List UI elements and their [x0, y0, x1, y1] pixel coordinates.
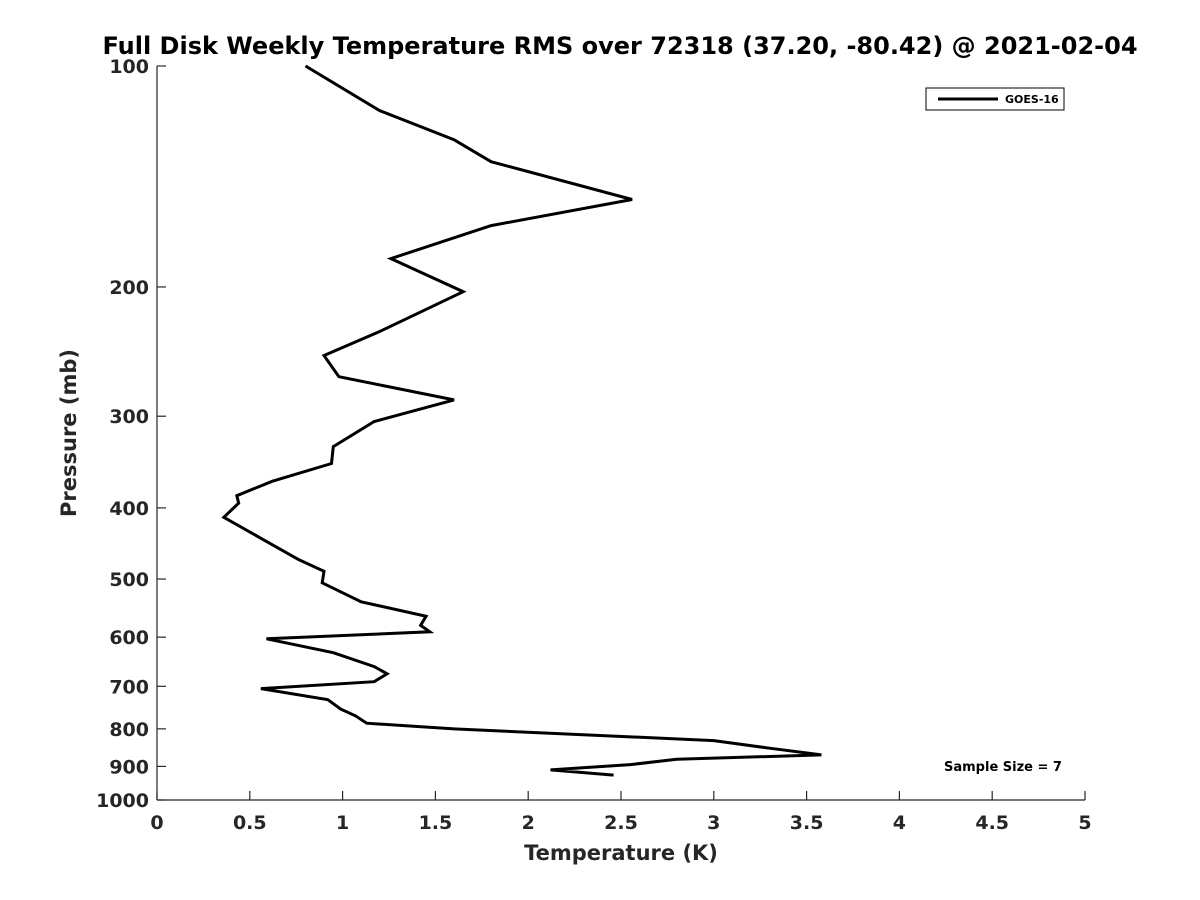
- y-tick-label: 200: [109, 277, 149, 299]
- x-tick-label: 3: [707, 812, 720, 834]
- y-tick-label: 800: [109, 719, 149, 741]
- x-tick-label: 2: [522, 812, 535, 834]
- y-axis-label: Pressure (mb): [57, 349, 81, 517]
- y-tick-label: 500: [109, 569, 149, 591]
- sample-size-annotation: Sample Size = 7: [944, 760, 1062, 775]
- y-tick-label: 700: [109, 676, 149, 698]
- y-tick-label: 100: [109, 56, 149, 78]
- legend: GOES-16: [925, 87, 1065, 111]
- y-tick-label: 600: [109, 627, 149, 649]
- y-tick-label: 300: [109, 406, 149, 428]
- x-tick-label: 3.5: [790, 812, 824, 834]
- x-tick-label: 5: [1078, 812, 1091, 834]
- x-tick-label: 1.5: [419, 812, 453, 834]
- y-tick-label: 900: [109, 756, 149, 778]
- x-tick-label: 4: [893, 812, 906, 834]
- x-axis-ticks: 0 0.5 1 1.5 2 2.5 3 3.5 4 4.5 5: [150, 791, 1092, 834]
- x-tick-label: 1: [336, 812, 349, 834]
- plot-axes: [156, 66, 1085, 801]
- y-axis-ticks: 100 200 300 400 500 600 700 800 900 1000: [96, 56, 166, 812]
- series-layer: [221, 64, 822, 777]
- chart-title: Full Disk Weekly Temperature RMS over 72…: [102, 32, 1137, 60]
- series-line-goes16: [221, 64, 822, 777]
- x-tick-label: 0: [150, 812, 163, 834]
- x-tick-label: 0.5: [233, 812, 267, 834]
- x-tick-label: 4.5: [975, 812, 1009, 834]
- y-tick-label: 1000: [96, 790, 149, 812]
- y-tick-label: 400: [109, 498, 149, 520]
- legend-label-goes16: GOES-16: [1005, 93, 1059, 106]
- x-axis-label: Temperature (K): [524, 841, 718, 865]
- x-tick-label: 2.5: [604, 812, 638, 834]
